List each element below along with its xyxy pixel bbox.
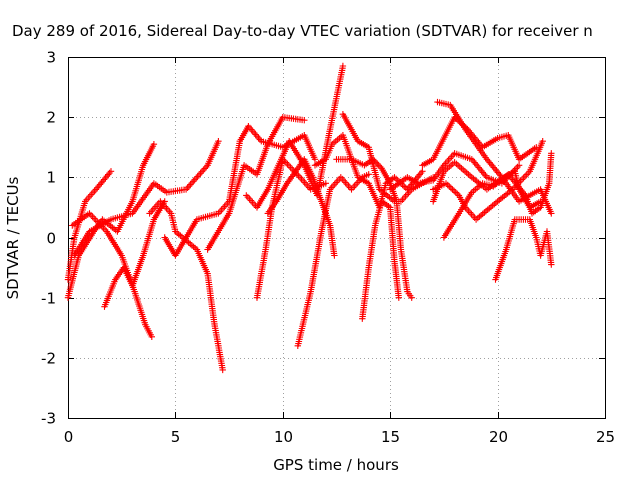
x-tick-label: 5 <box>171 428 181 446</box>
data-track <box>264 156 338 259</box>
data-track <box>64 168 115 283</box>
data-point-marks <box>333 156 415 301</box>
x-axis: 0 5 10 15 20 25 <box>64 57 615 446</box>
data-point-marks <box>161 123 319 259</box>
data-track <box>146 198 226 374</box>
data-track <box>419 114 540 169</box>
data-point-marks <box>359 198 402 322</box>
data-track <box>71 138 222 259</box>
data-track <box>492 216 555 283</box>
data-track <box>204 114 308 253</box>
data-point-marks <box>101 198 168 310</box>
data-track <box>101 198 168 310</box>
y-tick-label: 1 <box>46 169 56 187</box>
x-tick-label: 0 <box>64 428 74 446</box>
data-track <box>64 141 158 301</box>
x-tick-label: 15 <box>381 428 400 446</box>
data-point-marks <box>204 114 308 253</box>
x-tick-label: 10 <box>274 428 293 446</box>
data-track <box>430 138 546 223</box>
y-axis: -3 -2 -1 0 1 2 3 <box>41 49 605 428</box>
y-tick-label: 3 <box>46 49 56 67</box>
x-tick-label: 25 <box>596 428 615 446</box>
data-series <box>64 62 555 374</box>
x-tick-label: 20 <box>489 428 508 446</box>
x-axis-title: GPS time / hours <box>273 456 399 474</box>
data-track <box>333 156 415 301</box>
data-point-marks <box>339 111 437 205</box>
data-point-marks <box>146 198 226 374</box>
y-tick-label: 2 <box>46 109 56 127</box>
data-point-marks <box>64 141 158 301</box>
data-point-marks <box>294 171 372 349</box>
data-point-marks <box>264 156 338 259</box>
data-track <box>359 198 402 322</box>
data-point-marks <box>71 138 222 259</box>
data-track <box>294 171 372 349</box>
data-track <box>440 150 555 241</box>
data-point-marks <box>64 168 115 283</box>
data-track <box>339 111 437 205</box>
data-point-marks <box>430 138 546 223</box>
data-point-marks <box>419 114 540 169</box>
chart-title: Day 289 of 2016, Sidereal Day-to-day VTE… <box>12 22 593 40</box>
data-point-marks <box>440 150 555 241</box>
y-tick-label: 0 <box>46 230 56 248</box>
y-tick-label: -1 <box>41 290 56 308</box>
data-track <box>161 123 319 259</box>
data-point-marks <box>492 216 555 283</box>
y-tick-label: -3 <box>41 410 56 428</box>
y-axis-title: SDTVAR / TECUs <box>4 176 22 299</box>
y-tick-label: -2 <box>41 350 56 368</box>
